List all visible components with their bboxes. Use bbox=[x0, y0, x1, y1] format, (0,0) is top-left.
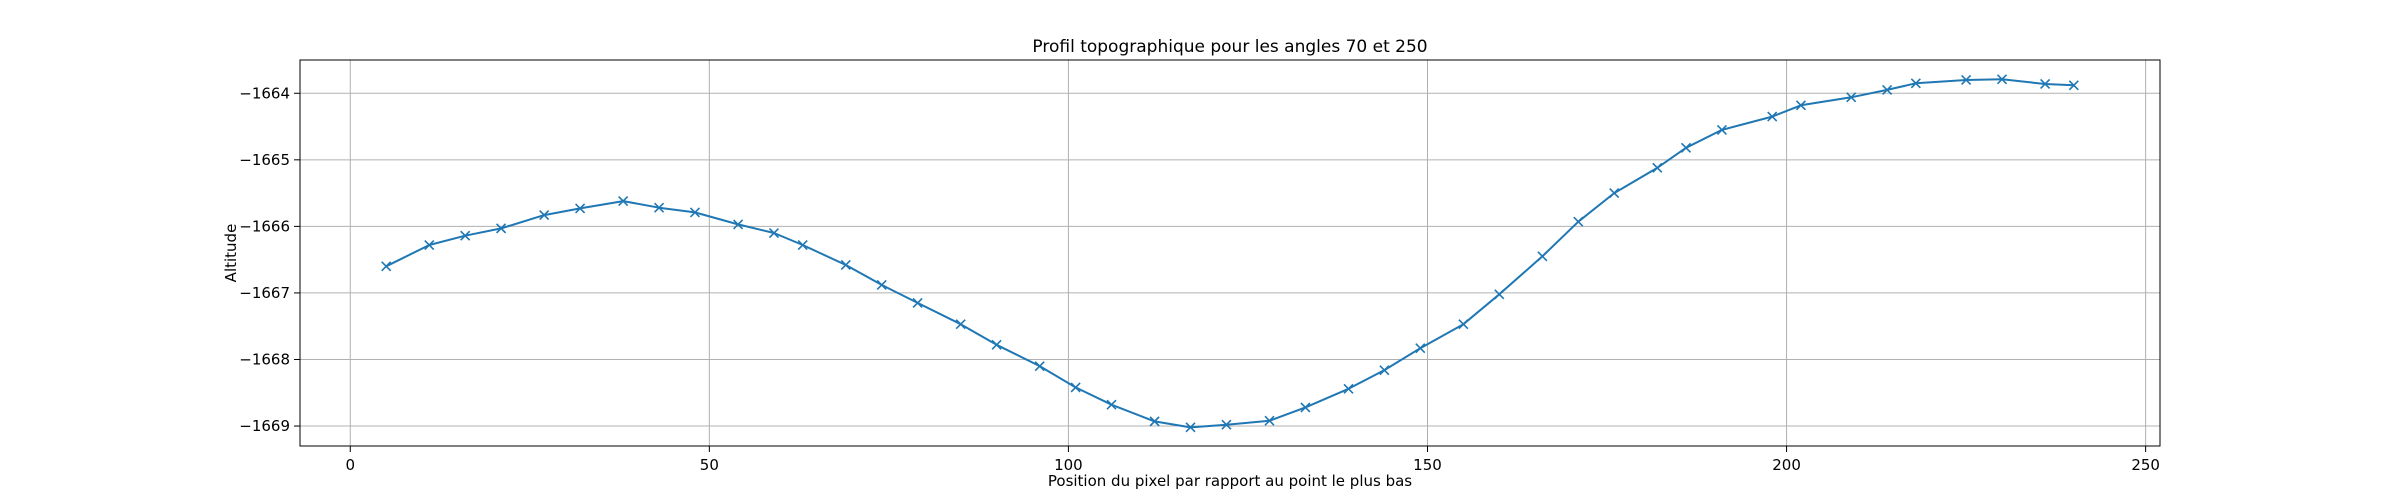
data-point bbox=[1494, 289, 1505, 300]
x-tick-label: 0 bbox=[345, 456, 355, 474]
grid bbox=[300, 60, 2160, 446]
data-point bbox=[1716, 124, 1727, 135]
chart-title: Profil topographique pour les angles 70 … bbox=[1032, 37, 1427, 57]
data-point bbox=[1996, 74, 2008, 85]
data-point bbox=[575, 203, 586, 214]
y-tick-label: −1664 bbox=[239, 84, 290, 102]
x-tick-label: 100 bbox=[1054, 456, 1083, 474]
data-point bbox=[1458, 319, 1469, 330]
data-point bbox=[460, 230, 471, 241]
plot-area bbox=[300, 60, 2160, 446]
y-tick-label: −1665 bbox=[239, 151, 290, 169]
data-point bbox=[733, 219, 744, 230]
data-point bbox=[381, 261, 392, 272]
data-point bbox=[1221, 419, 1232, 430]
data-point bbox=[1149, 416, 1160, 427]
data-point bbox=[618, 196, 629, 207]
data-point bbox=[768, 227, 780, 239]
data-point bbox=[840, 259, 851, 271]
data-point bbox=[1961, 74, 1972, 86]
data-point bbox=[1680, 142, 1692, 153]
data-point bbox=[797, 239, 808, 251]
data-point bbox=[689, 207, 701, 218]
x-tick-label: 250 bbox=[2131, 456, 2160, 474]
x-axis: 0 50 100 150 200 250 bbox=[345, 446, 2160, 474]
data-point bbox=[1415, 343, 1426, 354]
plot-frame bbox=[299, 59, 2161, 447]
series bbox=[381, 74, 2079, 433]
data-point bbox=[2068, 80, 2079, 91]
x-tick-label: 50 bbox=[700, 456, 719, 474]
data-point bbox=[955, 319, 966, 330]
data-point bbox=[424, 239, 435, 251]
x-tick-label: 200 bbox=[1772, 456, 1801, 474]
data-point bbox=[496, 223, 507, 234]
data-point bbox=[1767, 111, 1778, 122]
data-point bbox=[1379, 365, 1390, 376]
data-point bbox=[1264, 415, 1275, 426]
data-point bbox=[539, 210, 550, 221]
data-point bbox=[1652, 162, 1663, 173]
data-point bbox=[1573, 216, 1584, 227]
data-point bbox=[1106, 399, 1117, 410]
data-point bbox=[1070, 382, 1081, 393]
data-point bbox=[2040, 78, 2051, 90]
data-point bbox=[1910, 78, 1921, 89]
data-point bbox=[1185, 422, 1196, 433]
y-tick-label: −1666 bbox=[239, 217, 290, 235]
x-axis-label: Position du pixel par rapport au point l… bbox=[1048, 472, 1412, 490]
y-tick-label: −1667 bbox=[239, 284, 290, 302]
y-axis: −1669 −1668 −1667 −1666 −1665 −1664 bbox=[239, 84, 300, 435]
data-point bbox=[1300, 402, 1311, 413]
data-point bbox=[1537, 251, 1548, 262]
data-point bbox=[1034, 361, 1045, 372]
x-tick-label: 150 bbox=[1413, 456, 1442, 474]
data-point bbox=[912, 297, 923, 308]
data-point bbox=[1795, 100, 1806, 111]
y-axis-label: Altitude bbox=[222, 224, 240, 283]
y-tick-label: −1669 bbox=[239, 417, 290, 435]
data-point bbox=[1846, 92, 1857, 103]
y-tick-label: −1668 bbox=[239, 350, 290, 368]
data-point bbox=[876, 279, 887, 291]
data-point bbox=[1609, 188, 1620, 199]
data-point bbox=[1343, 383, 1354, 394]
data-point bbox=[991, 339, 1002, 350]
data-point bbox=[654, 202, 665, 213]
data-point bbox=[1882, 84, 1893, 96]
